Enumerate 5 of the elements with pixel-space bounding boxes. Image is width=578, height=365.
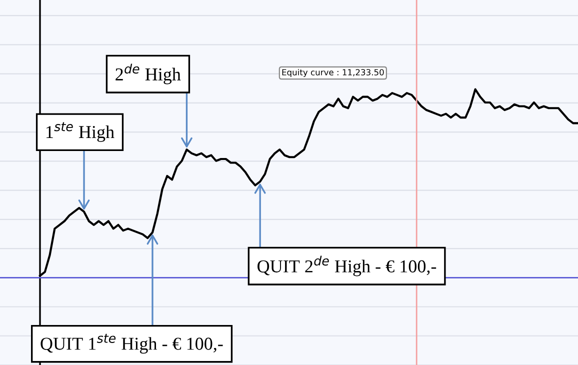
text: 2$^{de}$ High bbox=[116, 64, 181, 84]
text: Equity curve : 11,233.50 bbox=[282, 68, 384, 78]
text: QUIT 1$^{ste}$ High - € 100,- bbox=[40, 334, 223, 354]
annotation: 1$^{ste}$ High bbox=[46, 122, 114, 142]
annotation: QUIT 2$^{de}$ High - € 100,- bbox=[258, 256, 436, 276]
